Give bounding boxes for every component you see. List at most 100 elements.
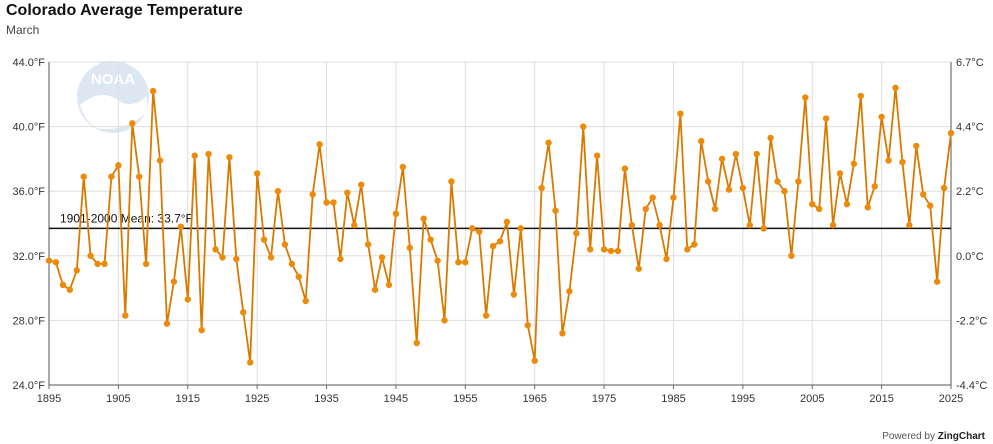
data-point[interactable] [677,110,684,117]
data-point[interactable] [302,297,309,305]
data-point[interactable] [538,184,545,192]
data-point[interactable] [767,134,774,142]
data-point[interactable] [774,178,781,185]
data-point[interactable] [351,221,358,229]
data-point[interactable] [795,178,802,185]
data-point[interactable] [427,236,434,243]
data-point[interactable] [378,254,386,261]
data-point[interactable] [455,259,462,266]
data-point[interactable] [781,188,788,195]
data-point[interactable] [420,215,427,222]
data-point[interactable] [337,255,344,263]
data-point[interactable] [746,221,753,229]
data-point[interactable] [295,273,302,280]
data-point[interactable] [233,255,240,263]
data-point[interactable] [885,157,892,164]
data-point[interactable] [739,184,747,192]
data-point[interactable] [892,84,899,92]
data-point[interactable] [87,252,94,259]
data-point[interactable] [587,246,594,253]
data-point[interactable] [663,255,670,263]
data-point[interactable] [226,154,233,161]
data-point[interactable] [850,160,858,167]
data-point[interactable] [684,246,691,253]
data-point[interactable] [670,194,677,201]
powered-by-credit[interactable]: Powered by ZingChart [882,431,985,442]
data-point[interactable] [219,254,226,261]
data-point[interactable] [573,229,580,237]
data-point[interactable] [649,194,656,201]
data-point[interactable] [240,309,247,316]
data-point[interactable] [642,205,649,213]
data-point[interactable] [725,186,733,193]
data-point[interactable] [288,260,296,268]
data-point[interactable] [94,260,101,268]
data-point[interactable] [205,150,212,158]
data-point[interactable] [323,199,330,206]
data-point[interactable] [267,254,275,261]
data-point[interactable] [857,92,864,100]
data-point[interactable] [829,221,837,229]
data-point[interactable] [517,225,525,232]
data-point[interactable] [448,178,455,185]
data-point[interactable] [864,204,871,211]
data-point[interactable] [475,228,483,235]
data-point[interactable] [371,286,379,293]
data-point[interactable] [656,221,663,229]
data-point[interactable] [753,150,760,158]
data-point[interactable] [212,246,219,253]
data-point[interactable] [108,173,115,180]
data-point[interactable] [142,260,150,268]
data-point[interactable] [510,291,518,298]
data-point[interactable] [253,170,261,177]
data-point[interactable] [441,317,448,324]
data-point[interactable] [732,150,740,158]
data-point[interactable] [600,246,608,253]
data-point[interactable] [406,244,413,251]
data-point[interactable] [822,115,830,122]
data-point[interactable] [358,181,365,188]
data-point[interactable] [129,120,136,127]
data-point[interactable] [906,221,913,229]
data-point[interactable] [711,205,719,213]
data-point[interactable] [559,330,566,337]
data-point[interactable] [489,242,497,250]
data-point[interactable] [815,205,823,213]
data-point[interactable] [364,241,372,248]
data-point[interactable] [704,178,712,185]
data-point[interactable] [136,173,143,180]
data-point[interactable] [920,191,927,198]
data-point[interactable] [843,200,851,208]
data-point[interactable] [344,189,351,197]
data-point[interactable] [691,241,698,248]
data-point[interactable] [184,296,191,303]
data-point[interactable] [531,357,538,364]
data-point[interactable] [503,218,511,226]
data-point[interactable] [933,278,941,285]
data-point[interactable] [947,129,955,137]
data-point[interactable] [281,241,289,248]
data-point[interactable] [809,200,816,208]
data-point[interactable] [177,223,185,230]
data-point[interactable] [434,257,441,264]
data-point[interactable] [247,359,254,366]
data-point[interactable] [580,123,587,130]
data-point[interactable] [170,278,178,285]
data-point[interactable] [330,199,337,206]
data-point[interactable] [469,225,476,232]
data-point[interactable] [80,173,87,180]
data-point[interactable] [607,247,615,255]
data-point[interactable] [399,163,407,171]
data-point[interactable] [462,259,469,266]
data-point[interactable] [413,339,420,347]
data-point[interactable] [899,158,906,166]
data-point[interactable] [698,137,705,145]
data-point[interactable] [718,155,726,163]
data-point[interactable] [316,141,323,148]
data-point[interactable] [156,157,164,164]
data-point[interactable] [122,312,129,319]
data-point[interactable] [940,184,948,192]
data-point[interactable] [274,188,282,195]
data-point[interactable] [926,202,934,209]
data-point[interactable] [760,225,767,232]
